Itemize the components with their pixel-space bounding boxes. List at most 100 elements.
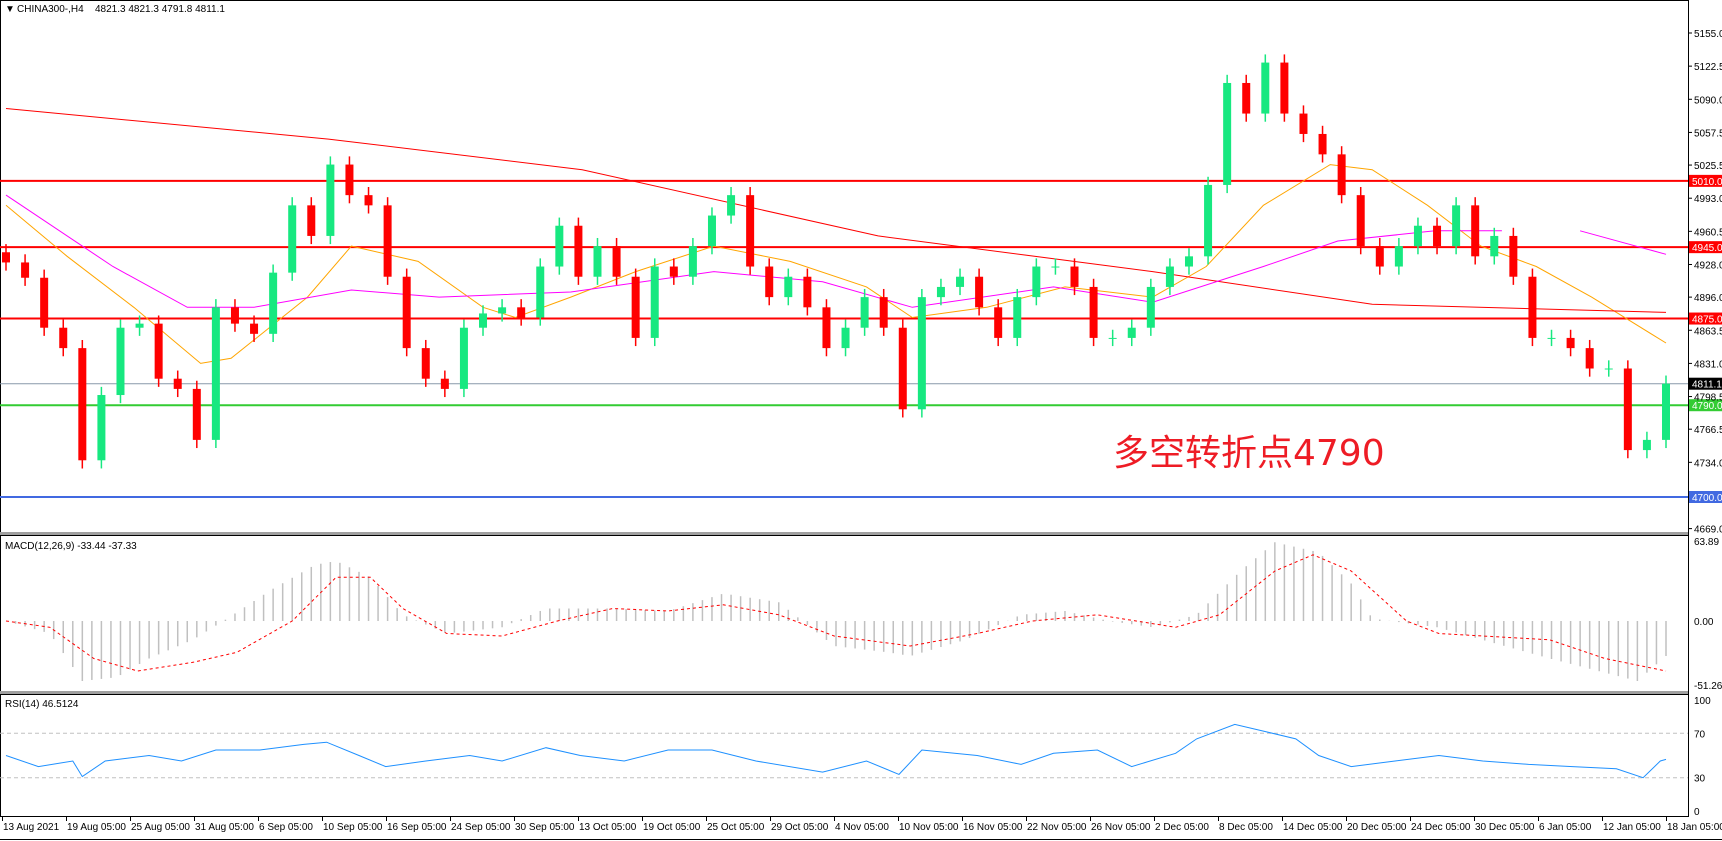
candle-body: [421, 348, 430, 379]
candle-body: [555, 225, 564, 267]
candle-body: [326, 164, 335, 236]
ohlc-readout: 4821.3 4821.3 4791.8 4811.1: [95, 4, 225, 15]
time-tick-label: 16 Sep 05:00: [387, 822, 447, 833]
candle-body: [822, 307, 831, 349]
level-label-bg: [1689, 312, 1722, 325]
time-tick-label: 24 Dec 05:00: [1411, 822, 1471, 833]
candle-body: [97, 395, 106, 461]
price-tick-label: 4831.0: [1694, 359, 1722, 370]
candle-body: [536, 266, 545, 318]
time-tick-label: 24 Sep 05:00: [451, 822, 511, 833]
candle-body: [1433, 225, 1442, 247]
macd-panel: [5, 542, 1667, 681]
candle-body: [1375, 246, 1384, 267]
candle-body: [498, 307, 507, 314]
symbol-label: CHINA300-,H4: [17, 4, 84, 15]
candle-body: [1394, 246, 1403, 267]
candle-body: [1108, 337, 1117, 339]
candle-body: [517, 307, 526, 318]
candle-body: [746, 195, 755, 267]
candle-body: [1127, 327, 1136, 338]
candle-body: [841, 327, 850, 349]
candle-body: [1662, 383, 1670, 440]
level-label: 4875.0: [1692, 315, 1722, 326]
rsi-panel: [0, 723, 1688, 779]
candle-body: [1413, 225, 1422, 247]
level-label-bg: [1689, 399, 1722, 412]
candle-body: [383, 205, 392, 277]
price-tick-label: 4960.5: [1694, 227, 1722, 238]
candle-body: [1184, 256, 1193, 267]
candle-body: [59, 327, 68, 349]
candle-body: [230, 307, 239, 324]
time-tick-label: 20 Dec 05:00: [1347, 822, 1407, 833]
candle-body: [1280, 62, 1289, 114]
rsi-tick-label: 70: [1694, 729, 1706, 740]
candle-body: [1051, 266, 1060, 268]
candle-body: [459, 327, 468, 389]
candle-body: [116, 327, 125, 396]
time-tick-label: 12 Jan 05:00: [1603, 822, 1661, 833]
time-tick-label: 29 Oct 05:00: [771, 822, 829, 833]
candle-body: [765, 266, 774, 298]
symbol-dropdown-icon[interactable]: ▼: [5, 4, 15, 15]
candle-body: [479, 313, 488, 328]
price-tick-label: 4896.0: [1694, 293, 1722, 304]
candle-body: [917, 297, 926, 410]
time-tick-label: 30 Sep 05:00: [515, 822, 575, 833]
candle-body: [1013, 297, 1022, 338]
candle-body: [1223, 82, 1232, 185]
rsi-tick-label: 0: [1694, 807, 1700, 818]
macd-label: MACD(12,26,9) -33.44 -37.33: [5, 541, 137, 552]
candle-body: [1547, 337, 1556, 339]
panel-divider: [0, 532, 1688, 535]
price-tick-label: 4993.0: [1694, 194, 1722, 205]
candle-body: [192, 388, 201, 440]
candle-body: [593, 246, 602, 277]
rsi-tick-label: 30: [1694, 774, 1706, 785]
time-tick-label: 19 Aug 05:00: [67, 822, 126, 833]
moving-average-line: [5, 194, 1667, 308]
time-tick-label: 26 Nov 05:00: [1091, 822, 1151, 833]
candle-body: [269, 272, 278, 334]
candle-body: [1318, 133, 1327, 155]
time-tick-label: 6 Sep 05:00: [259, 822, 313, 833]
candle-body: [574, 225, 583, 277]
macd-tick-label: -51.26: [1694, 681, 1722, 692]
candle-body: [1032, 266, 1041, 298]
price-tick-label: 4863.5: [1694, 326, 1722, 337]
candle-body: [1623, 368, 1632, 451]
candle-body: [612, 246, 621, 277]
price-tick-label: 5155.0: [1694, 29, 1722, 40]
candle-body: [135, 323, 144, 328]
time-tick-label: 8 Dec 05:00: [1219, 822, 1273, 833]
candle-body: [1070, 266, 1079, 287]
candle-body: [1299, 113, 1308, 134]
rsi-line: [5, 723, 1667, 779]
moving-average-line: [5, 108, 1667, 313]
level-label-bg: [1689, 491, 1722, 503]
time-tick-label: 16 Nov 05:00: [963, 822, 1023, 833]
candle-body: [173, 378, 182, 389]
candle-body: [250, 323, 259, 334]
candle-body: [631, 276, 640, 338]
candle-body: [994, 307, 1003, 338]
candle-body: [78, 348, 87, 461]
candle-body: [860, 297, 869, 328]
candle-body: [1604, 368, 1613, 370]
candle-body: [1146, 286, 1155, 328]
rsi-tick-label: 100: [1694, 696, 1711, 707]
level-label-bg: [1689, 174, 1722, 187]
time-tick-label: 6 Jan 05:00: [1539, 822, 1592, 833]
price-tick-label: 5090.0: [1694, 95, 1722, 106]
candle-body: [1242, 82, 1251, 114]
candle-body: [1490, 235, 1499, 257]
macd-tick-label: 63.89: [1694, 537, 1719, 548]
candle-body: [650, 266, 659, 338]
candle-body: [1471, 205, 1480, 257]
time-tick-label: 18 Jan 05:00: [1667, 822, 1722, 833]
candle-body: [727, 195, 736, 216]
panel-border: [0, 0, 1689, 533]
